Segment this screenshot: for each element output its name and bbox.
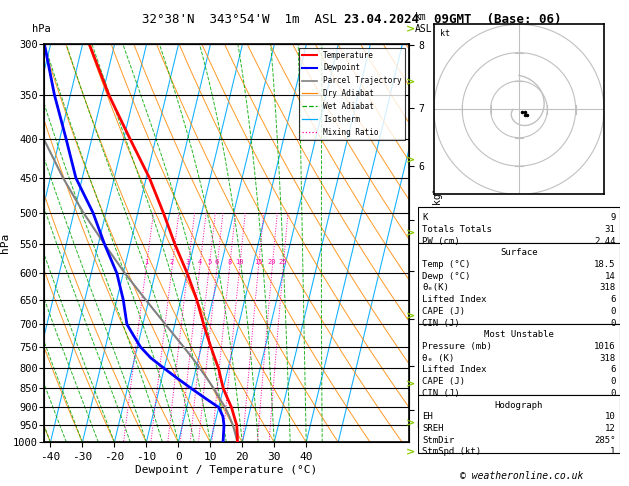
- Text: EH: EH: [422, 412, 433, 421]
- Text: Lifted Index: Lifted Index: [422, 295, 487, 304]
- Text: 0: 0: [610, 307, 616, 316]
- Text: Dewp (°C): Dewp (°C): [422, 272, 470, 281]
- Text: 2.44: 2.44: [594, 237, 616, 246]
- Text: kt: kt: [440, 29, 450, 37]
- Text: >: >: [406, 228, 415, 238]
- Text: hPa: hPa: [31, 24, 50, 34]
- Text: Pressure (mb): Pressure (mb): [422, 342, 492, 351]
- Y-axis label: hPa: hPa: [0, 233, 10, 253]
- Text: 8: 8: [228, 259, 231, 264]
- Text: 14: 14: [605, 272, 616, 281]
- Text: 32°38'N  343°54'W  1m  ASL: 32°38'N 343°54'W 1m ASL: [142, 13, 337, 26]
- Legend: Temperature, Dewpoint, Parcel Trajectory, Dry Adiabat, Wet Adiabat, Isotherm, Mi: Temperature, Dewpoint, Parcel Trajectory…: [299, 48, 405, 139]
- Text: CAPE (J): CAPE (J): [422, 307, 465, 316]
- Text: km
ASL: km ASL: [415, 12, 433, 34]
- Text: θₑ(K): θₑ(K): [422, 283, 449, 293]
- FancyBboxPatch shape: [418, 243, 620, 325]
- Text: 3: 3: [186, 259, 190, 264]
- Text: 1: 1: [610, 447, 616, 456]
- X-axis label: Dewpoint / Temperature (°C): Dewpoint / Temperature (°C): [135, 465, 318, 475]
- Text: 25: 25: [279, 259, 287, 264]
- Text: CAPE (J): CAPE (J): [422, 377, 465, 386]
- Text: 18.5: 18.5: [594, 260, 616, 269]
- Text: Lifted Index: Lifted Index: [422, 365, 487, 374]
- Text: Totals Totals: Totals Totals: [422, 225, 492, 234]
- Text: 318: 318: [599, 283, 616, 293]
- Text: PW (cm): PW (cm): [422, 237, 460, 246]
- Text: Mixing Ratio (g/kg): Mixing Ratio (g/kg): [433, 187, 443, 299]
- Text: K: K: [422, 213, 428, 222]
- Text: 0: 0: [610, 377, 616, 386]
- Text: StmDir: StmDir: [422, 435, 455, 445]
- Text: 1: 1: [144, 259, 148, 264]
- Text: 318: 318: [599, 354, 616, 363]
- FancyBboxPatch shape: [418, 395, 620, 453]
- Text: 23.04.2024  09GMT  (Base: 06): 23.04.2024 09GMT (Base: 06): [344, 13, 562, 26]
- Text: Hodograph: Hodograph: [495, 400, 543, 410]
- Text: >: >: [406, 447, 415, 457]
- Text: LCL: LCL: [416, 421, 431, 430]
- Text: θₑ (K): θₑ (K): [422, 354, 455, 363]
- Text: 6: 6: [215, 259, 219, 264]
- Text: Most Unstable: Most Unstable: [484, 330, 554, 339]
- Text: 20: 20: [268, 259, 277, 264]
- FancyBboxPatch shape: [418, 325, 620, 395]
- FancyBboxPatch shape: [418, 208, 620, 243]
- Text: CIN (J): CIN (J): [422, 319, 460, 328]
- Text: 285°: 285°: [594, 435, 616, 445]
- Text: SREH: SREH: [422, 424, 444, 433]
- Text: >: >: [406, 418, 415, 428]
- Text: >: >: [406, 78, 415, 87]
- Text: StmSpd (kt): StmSpd (kt): [422, 447, 481, 456]
- Text: 2: 2: [170, 259, 174, 264]
- Text: 5: 5: [207, 259, 211, 264]
- Text: 4: 4: [198, 259, 202, 264]
- Text: 6: 6: [610, 365, 616, 374]
- Text: 9: 9: [610, 213, 616, 222]
- Text: Surface: Surface: [500, 248, 538, 258]
- Text: 0: 0: [610, 389, 616, 398]
- Text: 1016: 1016: [594, 342, 616, 351]
- Text: >: >: [406, 156, 415, 165]
- Text: 15: 15: [254, 259, 263, 264]
- Text: >: >: [406, 24, 415, 34]
- Text: 31: 31: [605, 225, 616, 234]
- Text: >: >: [406, 379, 415, 389]
- Text: CIN (J): CIN (J): [422, 389, 460, 398]
- Text: 10: 10: [235, 259, 244, 264]
- Text: 6: 6: [610, 295, 616, 304]
- Text: >: >: [406, 311, 415, 321]
- Text: © weatheronline.co.uk: © weatheronline.co.uk: [460, 471, 584, 481]
- Text: 12: 12: [605, 424, 616, 433]
- Text: 10: 10: [605, 412, 616, 421]
- Text: Temp (°C): Temp (°C): [422, 260, 470, 269]
- Text: 0: 0: [610, 319, 616, 328]
